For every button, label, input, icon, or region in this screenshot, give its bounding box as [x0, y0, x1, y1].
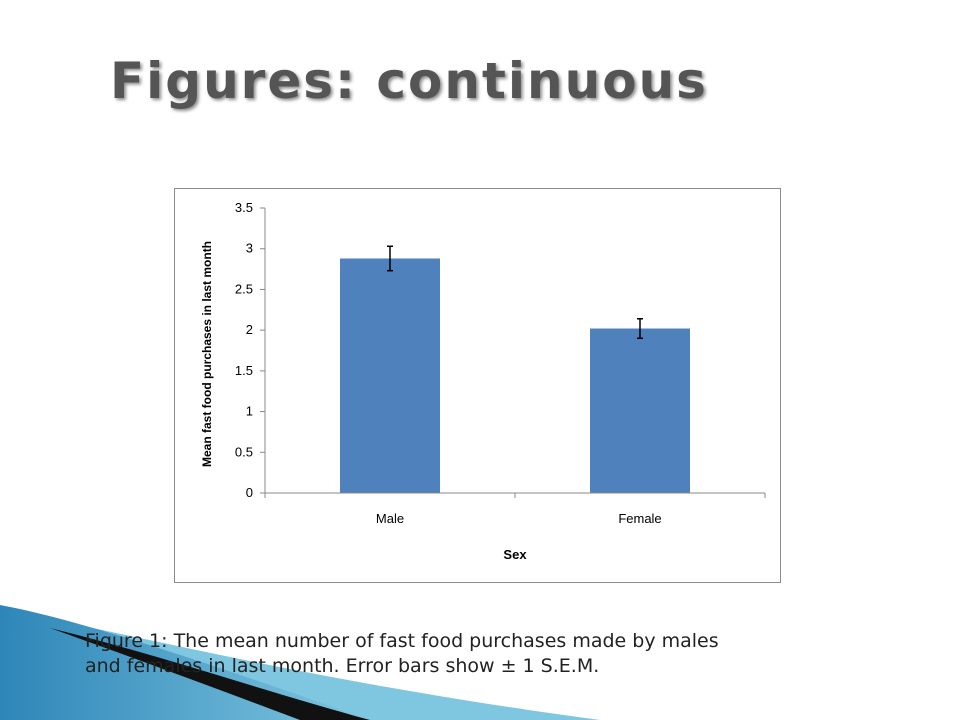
x-tick-label: Female — [618, 511, 661, 526]
y-tick-label: 1.5 — [235, 363, 253, 378]
y-tick-label: 2 — [246, 322, 253, 337]
bar-female — [590, 328, 690, 493]
caption-line-2: and females in last month. Error bars sh… — [85, 655, 600, 677]
bar-male — [340, 258, 440, 493]
figure-caption: Figure 1: The mean number of fast food p… — [85, 629, 885, 679]
x-tick-label: Male — [376, 511, 404, 526]
error-bars — [387, 245, 643, 340]
caption-line-1: Figure 1: The mean number of fast food p… — [85, 630, 719, 652]
slide-swoosh-decoration — [0, 605, 600, 720]
x-axis-tick-labels: Male Female — [264, 493, 766, 526]
y-tick-label: 3 — [246, 241, 253, 256]
y-tick-label: 0.5 — [235, 444, 253, 459]
slide-title: Figures: continuous — [110, 52, 708, 110]
x-axis-label: Sex — [503, 547, 527, 562]
chart-area: 0 0.5 1 1.5 2 2.5 3 3.5 Male Female Sex Mean fas… — [174, 188, 781, 583]
y-tick-label: 1 — [246, 404, 253, 419]
y-axis-ticks: 0 0.5 1 1.5 2 2.5 3 3.5 — [235, 200, 265, 500]
y-tick-label: 0 — [246, 485, 253, 500]
y-axis-label: Mean fast food purchases in last month — [200, 241, 214, 467]
y-tick-label: 3.5 — [235, 200, 253, 215]
bar-chart: 0 0.5 1 1.5 2 2.5 3 3.5 Male Female Sex Mean fas… — [200, 200, 766, 562]
y-tick-label: 2.5 — [235, 281, 253, 296]
bars — [340, 258, 690, 493]
